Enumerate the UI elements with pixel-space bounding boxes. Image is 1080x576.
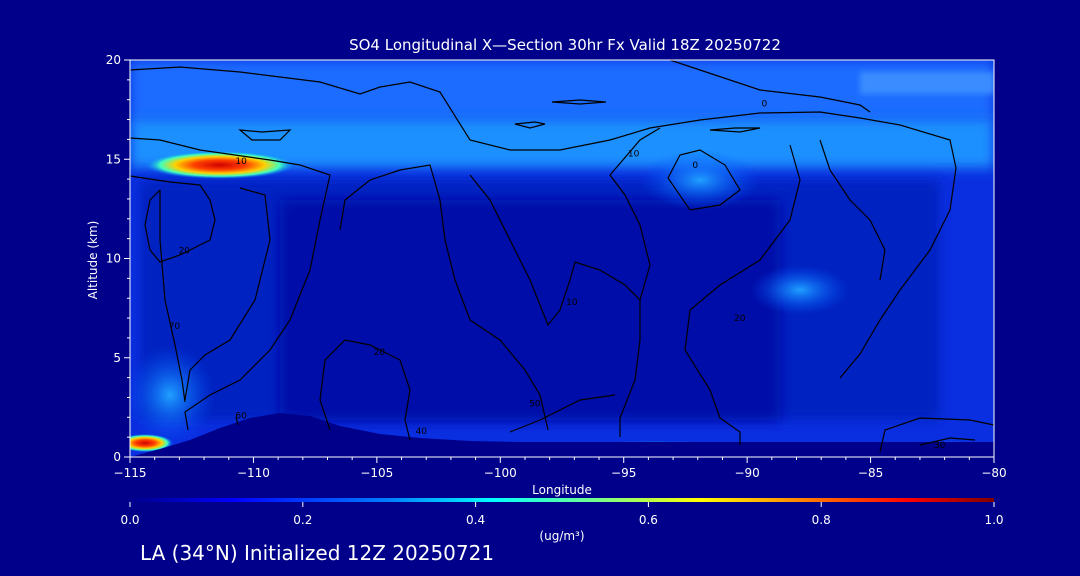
x-axis: −115 −110 −105 −100 −95 −90 −85 −80 [114, 457, 1007, 480]
contour-line [130, 66, 957, 379]
contour-line [339, 164, 549, 431]
chart-title: SO4 Longitudinal X—Section 30hr Fx Valid… [349, 36, 781, 54]
contour-line [819, 139, 886, 281]
contour-lines [130, 60, 994, 453]
contour-line [684, 144, 801, 445]
x-tick-label: −100 [484, 466, 517, 480]
contour-line [238, 129, 292, 141]
colorbar-label: (ug/m³) [539, 529, 584, 543]
hotspot-upper-west [145, 151, 295, 179]
hotspot-surface-west [130, 434, 173, 452]
contour-line [669, 60, 871, 113]
colorbar-tick-label: 0.4 [466, 513, 485, 527]
upper-faint-band [860, 72, 994, 94]
contour-label: 40 [416, 427, 428, 437]
contour-line [469, 174, 641, 437]
glow-mid-east [750, 265, 850, 315]
x-tick-label: −80 [981, 466, 1006, 480]
colorbar-tick-label: 0.2 [293, 513, 312, 527]
contour-label: 10 [235, 157, 247, 167]
y-axis-label: Altitude (km) [86, 221, 100, 300]
y-axis: 0 5 10 15 20 [106, 53, 130, 464]
contour-label: 0 [692, 161, 698, 171]
y-tick-label: 10 [106, 252, 121, 266]
contour-label: 10 [628, 149, 640, 159]
glow-east [640, 150, 760, 210]
colorbar-tick-label: 1.0 [984, 513, 1003, 527]
contour-line [551, 99, 607, 105]
x-tick-label: −110 [237, 466, 270, 480]
x-axis-label: Longitude [532, 483, 592, 497]
contour-line [319, 339, 411, 441]
contour-label: 20 [734, 314, 746, 324]
y-tick-label: 20 [106, 53, 121, 67]
contour-line [879, 417, 994, 453]
x-tick-label: −115 [114, 466, 147, 480]
contour-line [235, 416, 239, 426]
contour-label: 30 [934, 441, 946, 451]
colorbar-tick-label: 0.0 [120, 513, 139, 527]
contour-labels: 10 20 10 0 0 10 70 20 60 50 40 20 30 [169, 100, 946, 451]
contour-label: 20 [179, 247, 191, 257]
contour-line [159, 190, 186, 403]
mid-troposphere-core [280, 200, 780, 420]
contour-line [509, 394, 616, 433]
glow-west-surface [130, 345, 215, 445]
upper-layer [130, 60, 994, 120]
x-tick-label: −90 [734, 466, 759, 480]
contour-label: 60 [235, 411, 247, 421]
contour-label: 50 [529, 399, 541, 409]
contour-label: 10 [566, 298, 578, 308]
so4-concentration-field [130, 60, 994, 457]
contour-line [609, 127, 661, 301]
contour-line [130, 137, 331, 431]
contour-label: 0 [762, 100, 768, 110]
colorbar-tick-label: 0.8 [812, 513, 831, 527]
x-tick-label: −95 [611, 466, 636, 480]
x-tick-label: −105 [360, 466, 393, 480]
y-tick-label: 0 [113, 450, 121, 464]
colorbar-bar [130, 498, 994, 502]
contour-label: 70 [169, 322, 181, 332]
y-tick-label: 5 [113, 351, 121, 365]
contour-line [130, 175, 216, 263]
colorbar-ticks: 0.0 0.2 0.4 0.6 0.8 1.0 [120, 502, 1004, 527]
x-tick-label: −85 [858, 466, 883, 480]
contour-line [514, 121, 546, 129]
contour-line [667, 149, 741, 211]
terrain-mask [130, 413, 994, 457]
chart-subtitle: LA (34°N) Initialized 12Z 20250721 [140, 541, 495, 565]
contour-line [919, 437, 976, 446]
colorbar-tick-label: 0.6 [639, 513, 658, 527]
colorbar: 0.0 0.2 0.4 0.6 0.8 1.0 (ug/m³) [120, 498, 1004, 543]
contour-line [184, 187, 271, 401]
contour-label: 20 [374, 348, 386, 358]
contour-line [709, 127, 761, 133]
y-tick-label: 15 [106, 152, 121, 166]
